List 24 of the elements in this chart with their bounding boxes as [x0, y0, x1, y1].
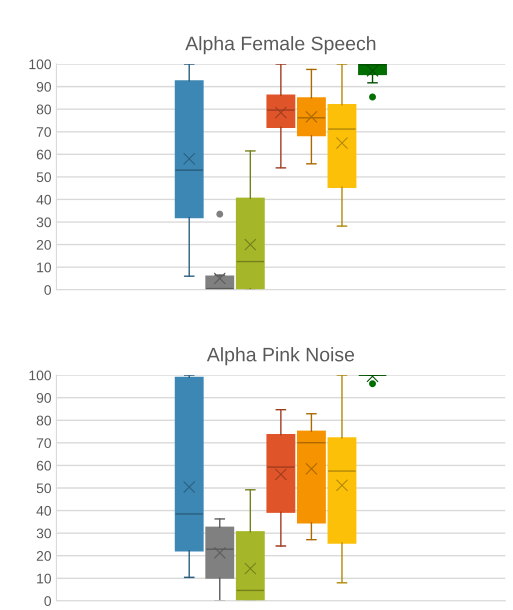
y-tick-label: 30 — [36, 217, 52, 228]
y-tick-label: 100 — [29, 370, 52, 380]
y-tick-label: 70 — [36, 127, 52, 137]
y-tick-label: 70 — [36, 438, 52, 448]
y-tick-label: 30 — [36, 528, 52, 538]
y-tick-label: 20 — [36, 240, 52, 250]
y-tick-label: 10 — [37, 574, 52, 584]
y-tick-label: 100 — [29, 59, 52, 70]
chart-title: Alpha Pink Noise — [206, 347, 354, 366]
y-tick-label: 0 — [44, 596, 52, 606]
y-tick-label: 90 — [36, 82, 52, 92]
y-tick-label: 60 — [36, 460, 52, 471]
y-tick-label: 20 — [36, 551, 52, 561]
y-tick-label: 80 — [36, 416, 52, 426]
y-tick-label: 40 — [36, 194, 52, 205]
chart-title: Alpha Female Speech — [185, 36, 376, 54]
y-tick-label: 0 — [44, 285, 52, 295]
y-tick-label: 80 — [36, 104, 52, 114]
y-tick-label: 50 — [36, 483, 52, 494]
y-tick-label: 60 — [36, 150, 52, 160]
y-tick-label: 90 — [36, 393, 52, 403]
y-tick-label: 50 — [36, 172, 52, 182]
y-tick-label: 40 — [36, 506, 52, 516]
y-tick-label: 10 — [37, 262, 52, 272]
